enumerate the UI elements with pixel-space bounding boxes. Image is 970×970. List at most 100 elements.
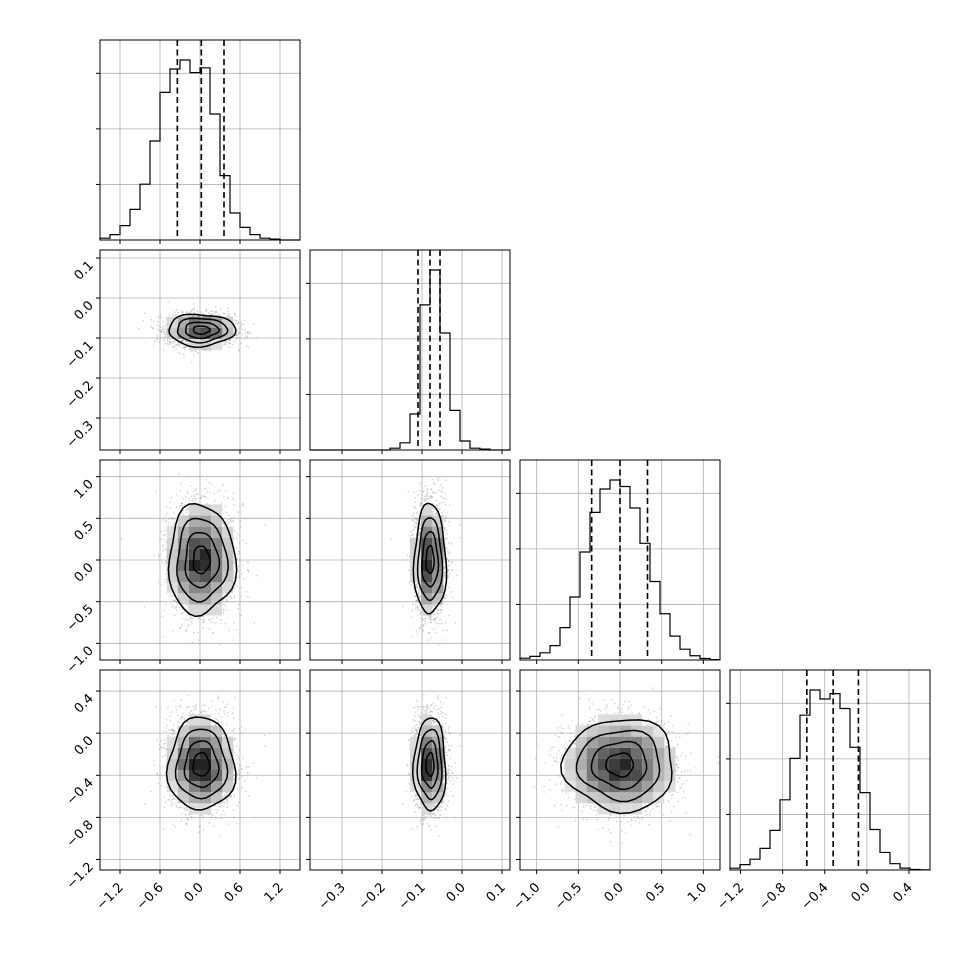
scatter-point	[193, 311, 196, 314]
scatter-point	[181, 612, 184, 614]
scatter-point	[182, 509, 185, 512]
scatter-point	[236, 557, 238, 560]
scatter-point	[153, 321, 155, 323]
joint-panel-1-2	[306, 459, 511, 664]
scatter-point	[150, 319, 152, 321]
panel-frame	[99, 459, 301, 661]
scatter-point	[242, 334, 244, 336]
scatter-point	[428, 618, 431, 620]
scatter-point	[235, 333, 238, 336]
scatter-point	[177, 342, 179, 344]
scatter-point	[162, 320, 164, 323]
density-cell	[222, 537, 234, 549]
scatter-point	[189, 499, 191, 502]
scatter-point	[186, 342, 189, 344]
scatter-point	[242, 502, 244, 505]
scatter-point	[172, 342, 174, 345]
scatter-point	[210, 313, 213, 316]
scatter-point	[202, 627, 204, 630]
density-cell	[222, 548, 234, 560]
contour-line	[168, 313, 237, 348]
scatter-point	[173, 599, 176, 602]
scatter-point	[173, 512, 175, 514]
scatter-point	[191, 361, 193, 364]
scatter-point	[190, 616, 192, 618]
scatter-point	[174, 344, 177, 347]
joint-content	[137, 300, 258, 364]
scatter-point	[185, 346, 187, 348]
scatter-point	[159, 329, 161, 332]
density-cell	[177, 526, 189, 538]
scatter-point	[263, 524, 266, 526]
scatter-point	[232, 497, 234, 500]
scatter-point	[223, 593, 225, 596]
scatter-point	[235, 322, 237, 325]
density-cell	[200, 604, 212, 616]
scatter-point	[161, 561, 164, 564]
scatter-point	[178, 627, 181, 629]
scatter-point	[192, 308, 195, 310]
scatter-point	[418, 592, 420, 595]
scatter-point	[238, 349, 240, 352]
scatter-point	[245, 345, 248, 347]
scatter-point	[174, 311, 176, 313]
scatter-point	[178, 472, 180, 475]
scatter-point	[160, 331, 163, 334]
scatter-point	[432, 492, 435, 494]
scatter-point	[163, 330, 165, 333]
density-cell	[211, 338, 223, 350]
scatter-point	[187, 605, 190, 608]
scatter-point	[191, 617, 194, 619]
scatter-point	[233, 587, 236, 590]
scatter-point	[226, 600, 229, 603]
scatter-point	[194, 350, 196, 352]
density-cell	[166, 582, 178, 594]
scatter-point	[192, 354, 195, 356]
scatter-point	[169, 595, 171, 598]
scatter-point	[237, 321, 240, 323]
density-cell	[200, 571, 212, 583]
scatter-point	[238, 552, 240, 555]
scatter-point	[190, 309, 192, 311]
contour-line	[192, 325, 212, 335]
scatter-point	[157, 328, 160, 331]
scatter-point	[242, 539, 244, 542]
scatter-point	[185, 618, 187, 621]
scatter-point	[244, 332, 246, 335]
scatter-point	[244, 517, 246, 519]
scatter-point	[167, 344, 169, 346]
scatter-point	[162, 544, 164, 546]
scatter-point	[247, 346, 250, 349]
scatter-point	[201, 619, 203, 621]
scatter-point	[201, 495, 203, 497]
scatter-point	[200, 496, 202, 499]
scatter-point	[239, 534, 241, 537]
scatter-point	[156, 320, 159, 323]
density-cell	[200, 526, 212, 538]
scatter-point	[221, 502, 223, 504]
scatter-point	[248, 596, 250, 599]
scatter-point	[246, 596, 248, 598]
scatter-point	[240, 342, 242, 345]
scatter-point	[181, 309, 183, 312]
scatter-point	[222, 599, 225, 601]
scatter-point	[220, 622, 222, 625]
scatter-point	[197, 616, 199, 619]
scatter-point	[205, 478, 207, 481]
scatter-point	[191, 623, 193, 625]
scatter-point	[222, 609, 225, 611]
scatter-point	[228, 518, 230, 521]
scatter-point	[233, 561, 235, 563]
scatter-point	[175, 313, 177, 316]
scatter-point	[236, 585, 238, 588]
scatter-point	[182, 513, 185, 516]
scatter-point	[205, 313, 207, 316]
density-cell	[177, 316, 189, 328]
scatter-point	[193, 501, 195, 503]
scatter-point	[247, 332, 249, 335]
scatter-point	[172, 599, 174, 601]
scatter-point	[193, 495, 196, 498]
scatter-point	[202, 616, 204, 618]
scatter-point	[120, 538, 123, 540]
scatter-point	[242, 578, 244, 580]
